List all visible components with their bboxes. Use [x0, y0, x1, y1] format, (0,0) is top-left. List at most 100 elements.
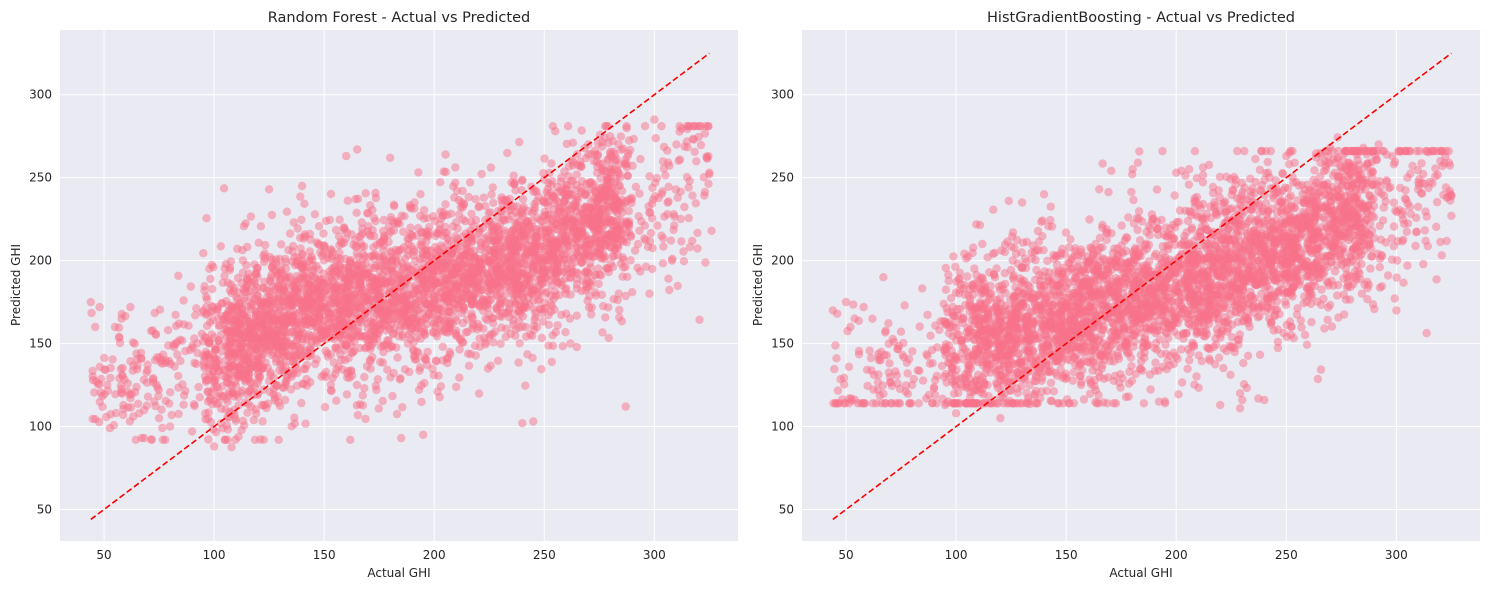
- scatter-point: [461, 328, 471, 337]
- scatter-point: [551, 127, 560, 136]
- scatter-point: [659, 234, 668, 243]
- scatter-point: [174, 371, 183, 381]
- scatter-point: [358, 401, 368, 410]
- scatter-point: [260, 254, 269, 263]
- scatter-point: [452, 382, 461, 392]
- scatter-point: [1185, 356, 1194, 365]
- scatter-point: [321, 216, 331, 226]
- scatter-point: [562, 259, 571, 268]
- x-axis-label: Actual GHI: [367, 566, 430, 580]
- scatter-point: [511, 331, 520, 340]
- scatter-point: [485, 216, 494, 225]
- scatter-point: [471, 195, 480, 204]
- scatter-point: [105, 423, 115, 433]
- scatter-point: [467, 209, 476, 219]
- x-tick-label: 50: [96, 548, 111, 562]
- scatter-point: [461, 251, 470, 260]
- scatter-point: [539, 195, 548, 205]
- scatter-point: [584, 303, 594, 312]
- scatter-point: [611, 156, 620, 166]
- scatter-point: [539, 269, 549, 278]
- scatter-point: [133, 399, 143, 408]
- scatter-point: [565, 273, 574, 283]
- scatter-point: [432, 357, 441, 366]
- scatter-point: [220, 435, 230, 444]
- scatter-point: [466, 349, 475, 359]
- scatter-point: [414, 168, 423, 177]
- scatter-point: [419, 214, 429, 223]
- scatter-point: [130, 339, 139, 348]
- scatter-point: [202, 214, 211, 223]
- scatter-point: [266, 277, 275, 286]
- scatter-point: [514, 358, 523, 367]
- scatter-point: [232, 352, 241, 361]
- scatter-point: [451, 163, 460, 172]
- scatter-point: [666, 236, 676, 245]
- scatter-point: [174, 319, 184, 328]
- y-tick-label: 200: [29, 254, 52, 268]
- scatter-point: [409, 338, 418, 347]
- scatter-point: [417, 397, 426, 407]
- scatter-point: [584, 235, 593, 244]
- scatter-point: [220, 271, 229, 281]
- scatter-point: [96, 388, 105, 397]
- scatter-point: [543, 210, 553, 219]
- scatter-point: [677, 237, 686, 246]
- y-tick-label: 250: [29, 171, 52, 185]
- scatter-point: [635, 226, 644, 235]
- scatter-point: [426, 303, 436, 313]
- scatter-point: [361, 414, 370, 424]
- scatter-point: [149, 374, 158, 383]
- scatter-point: [353, 145, 362, 154]
- scatter-point: [361, 189, 370, 198]
- scatter-point: [560, 210, 569, 219]
- scatter-point: [418, 277, 427, 286]
- scatter-point: [343, 309, 353, 318]
- scatter-point: [214, 336, 223, 345]
- scatter-point: [673, 193, 682, 202]
- scatter-point: [553, 321, 562, 330]
- scatter-point: [279, 282, 288, 292]
- scatter-point: [546, 299, 555, 308]
- scatter-point: [167, 410, 176, 420]
- scatter-point: [419, 327, 429, 336]
- scatter-point: [166, 388, 175, 397]
- scatter-point: [537, 216, 547, 225]
- scatter-point: [640, 221, 649, 230]
- scatter-point: [645, 289, 654, 298]
- y-tick-label: 100: [29, 420, 52, 434]
- scatter-point: [597, 290, 607, 299]
- scatter-point: [679, 247, 688, 256]
- scatter-point: [696, 122, 705, 131]
- scatter-point: [267, 325, 276, 335]
- scatter-point: [696, 140, 706, 150]
- scatter-point: [351, 261, 361, 270]
- scatter-point: [431, 231, 440, 241]
- scatter-point: [550, 305, 559, 314]
- scatter-point: [331, 302, 341, 311]
- scatter-point: [498, 200, 507, 209]
- scatter-point: [317, 327, 326, 336]
- scatter-point: [504, 215, 513, 224]
- scatter-point: [91, 415, 100, 424]
- scatter-point: [277, 240, 286, 249]
- scatter-point: [509, 171, 518, 180]
- scatter-point: [289, 313, 298, 323]
- scatter-point: [297, 181, 307, 191]
- scatter-point: [337, 340, 346, 349]
- scatter-point: [382, 280, 391, 289]
- scatter-point: [680, 202, 689, 212]
- scatter-point: [106, 363, 115, 373]
- scatter-point: [314, 334, 324, 343]
- scatter-point: [429, 371, 438, 380]
- scatter-point: [614, 140, 623, 149]
- scatter-point: [351, 194, 360, 204]
- scatter-point: [398, 330, 407, 339]
- scatter-point: [588, 182, 598, 191]
- scatter-point: [292, 298, 301, 307]
- scatter-point: [537, 333, 547, 343]
- scatter-point: [366, 344, 375, 354]
- scatter-point: [412, 314, 421, 323]
- scatter-point: [552, 271, 561, 281]
